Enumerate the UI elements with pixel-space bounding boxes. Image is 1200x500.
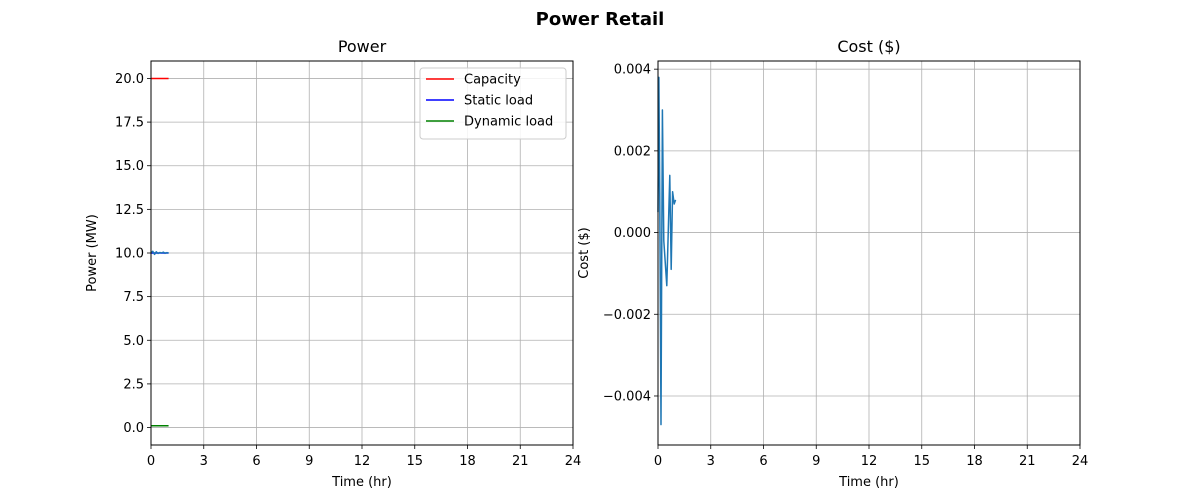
x-tick-label: 15 [406, 454, 423, 469]
legend-label: Capacity [464, 73, 521, 88]
legend-label: Dynamic load [464, 115, 553, 130]
legend: Capacity Static load Dynamic load [419, 67, 567, 140]
x-tick-label: 6 [759, 454, 767, 469]
y-axis-label: Cost ($) [577, 227, 592, 278]
legend-frame [419, 67, 567, 140]
x-axis-label: Time (hr) [838, 475, 899, 490]
figure-title: Power Retail [536, 9, 665, 30]
y-tick-label: 0.0 [123, 421, 144, 436]
y-tick-label: 2.5 [123, 377, 144, 392]
x-tick-label: 18 [966, 454, 983, 469]
series-line [657, 76, 677, 426]
subplot-title: Cost ($) [837, 37, 900, 56]
x-tick-label: 15 [913, 454, 930, 469]
y-tick-label: 20.0 [115, 72, 144, 87]
x-tick-label: 21 [1019, 454, 1036, 469]
y-tick-label: 15.0 [115, 159, 144, 174]
y-tick-label: −0.004 [603, 389, 651, 404]
x-tick-label: 21 [512, 454, 529, 469]
series-line [150, 250, 169, 256]
x-tick-label: 12 [861, 454, 878, 469]
legend-label: Static load [464, 94, 533, 109]
y-tick-label: 0.000 [614, 226, 651, 241]
cost-subplot: 0 3 6 9 12 15 18 21 24 −0.004 −0.002 0.000 0.002 0.00… [577, 37, 1088, 490]
y-tick-label: 5.0 [123, 334, 144, 349]
y-tick-label: 12.5 [115, 203, 144, 218]
x-tick-label: 24 [1072, 454, 1089, 469]
x-tick-label: 9 [305, 454, 313, 469]
y-tick-label: 7.5 [123, 290, 144, 305]
x-tick-label: 18 [459, 454, 476, 469]
y-axis-label: Power (MW) [85, 214, 100, 292]
x-tick-label: 12 [354, 454, 371, 469]
x-tick-label: 24 [565, 454, 582, 469]
x-tick-label: 3 [200, 454, 208, 469]
x-axis-label: Time (hr) [331, 475, 392, 490]
y-tick-label: 0.004 [614, 63, 651, 78]
x-tick-label: 0 [147, 454, 155, 469]
y-tick-label: 17.5 [115, 116, 144, 131]
y-tick-label: 10.0 [115, 247, 144, 262]
x-tick-label: 9 [812, 454, 820, 469]
x-tick-label: 3 [707, 454, 715, 469]
subplot-title: Power [338, 37, 387, 56]
y-tick-label: −0.002 [603, 308, 651, 323]
x-tick-label: 0 [654, 454, 662, 469]
x-tick-label: 6 [252, 454, 260, 469]
y-tick-label: 0.002 [614, 144, 651, 159]
power-subplot: 0 3 6 9 12 15 18 21 24 0.0 2.5 5.0 7.5 10.0 12.5 15.0 17… [85, 37, 581, 490]
